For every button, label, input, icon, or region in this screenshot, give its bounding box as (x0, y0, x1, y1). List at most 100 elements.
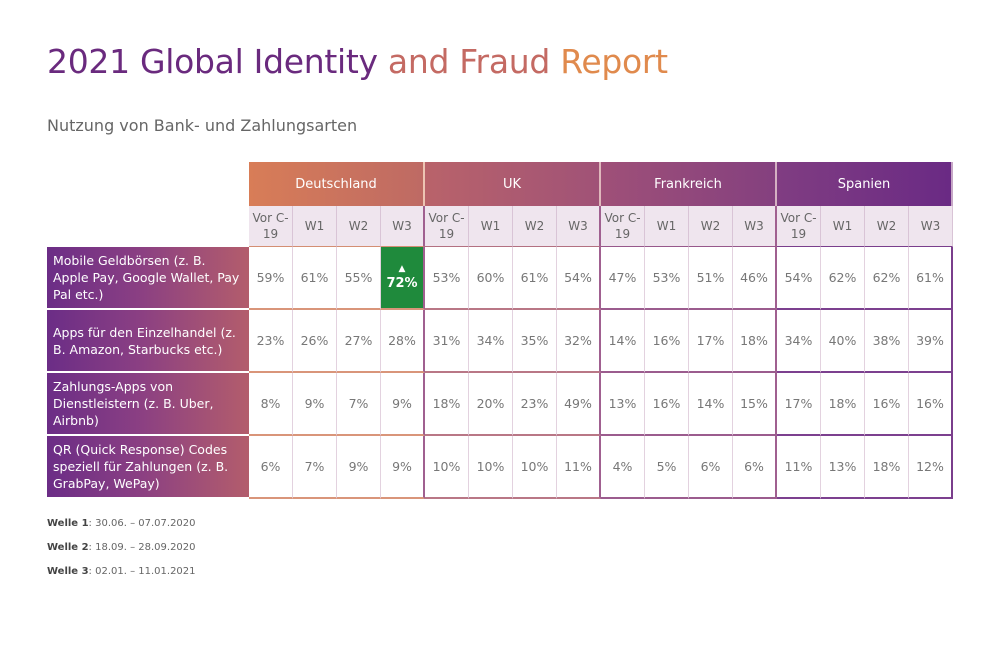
value-cell: 18% (733, 310, 777, 373)
wave-header: W2 (689, 206, 733, 247)
value-cell: 5% (645, 436, 689, 499)
country-header: Spanien (777, 162, 953, 206)
value-cell: 62% (821, 247, 865, 310)
wave-note-dates: : 30.06. – 07.07.2020 (88, 518, 196, 529)
wave-header: Vor C-19 (601, 206, 645, 247)
value-cell: 61% (293, 247, 337, 310)
highlighted-value: 72% (386, 276, 418, 291)
value-cell: 11% (557, 436, 601, 499)
wave-note-label: Welle 2 (47, 542, 89, 553)
value-cell: 18% (821, 373, 865, 436)
value-cell: 17% (689, 310, 733, 373)
title-part-2: and Fraud (387, 42, 561, 81)
row-label: Mobile Geldbörsen (z. B. Apple Pay, Goog… (47, 247, 249, 310)
wave-note: Welle 1: 30.06. – 07.07.2020 (47, 517, 196, 541)
value-cell: 4% (601, 436, 645, 499)
value-cell: 32% (557, 310, 601, 373)
value-cell: 15% (733, 373, 777, 436)
wave-header: Vor C-19 (425, 206, 469, 247)
value-cell: 23% (513, 373, 557, 436)
value-cell: 14% (601, 310, 645, 373)
value-cell: 13% (821, 436, 865, 499)
wave-header: W1 (821, 206, 865, 247)
page-title: 2021 Global Identity and Fraud Report (47, 42, 668, 81)
value-cell: 13% (601, 373, 645, 436)
wave-note-dates: : 02.01. – 11.01.2021 (88, 566, 196, 577)
row-label: Zahlungs-Apps von Dienstleistern (z. B. … (47, 373, 249, 436)
wave-header: W2 (337, 206, 381, 247)
value-cell: 17% (777, 373, 821, 436)
value-cell: 53% (425, 247, 469, 310)
value-cell: 10% (469, 436, 513, 499)
value-cell: 62% (865, 247, 909, 310)
page-subtitle: Nutzung von Bank- und Zahlungsarten (47, 116, 358, 135)
value-cell: 18% (425, 373, 469, 436)
value-cell: 46% (733, 247, 777, 310)
wave-notes: Welle 1: 30.06. – 07.07.2020 Welle 2: 18.… (47, 517, 196, 589)
wave-note-label: Welle 3 (47, 566, 89, 577)
wave-note: Welle 3: 02.01. – 11.01.2021 (47, 565, 196, 589)
value-cell: 23% (249, 310, 293, 373)
value-cell: 39% (909, 310, 953, 373)
wave-header: Vor C-19 (249, 206, 293, 247)
value-cell: 54% (777, 247, 821, 310)
highlighted-value-cell: ▲ 72% (381, 247, 425, 310)
value-cell: 12% (909, 436, 953, 499)
value-cell: 16% (645, 373, 689, 436)
value-cell: 20% (469, 373, 513, 436)
country-header: Deutschland (249, 162, 425, 206)
wave-header: W3 (909, 206, 953, 247)
wave-note-label: Welle 1 (47, 518, 89, 529)
value-cell: 51% (689, 247, 733, 310)
up-arrow-icon: ▲ (398, 264, 406, 274)
value-cell: 9% (293, 373, 337, 436)
value-cell: 11% (777, 436, 821, 499)
wave-note: Welle 2: 18.09. – 28.09.2020 (47, 541, 196, 565)
value-cell: 34% (469, 310, 513, 373)
value-cell: 38% (865, 310, 909, 373)
value-cell: 16% (645, 310, 689, 373)
table-corner-empty (47, 162, 249, 247)
value-cell: 7% (293, 436, 337, 499)
wave-header: W1 (293, 206, 337, 247)
wave-note-dates: : 18.09. – 28.09.2020 (88, 542, 196, 553)
value-cell: 31% (425, 310, 469, 373)
value-cell: 49% (557, 373, 601, 436)
value-cell: 61% (909, 247, 953, 310)
value-cell: 7% (337, 373, 381, 436)
value-cell: 9% (381, 373, 425, 436)
value-cell: 34% (777, 310, 821, 373)
country-header: Frankreich (601, 162, 777, 206)
value-cell: 26% (293, 310, 337, 373)
value-cell: 47% (601, 247, 645, 310)
value-cell: 28% (381, 310, 425, 373)
wave-header: W3 (381, 206, 425, 247)
value-cell: 54% (557, 247, 601, 310)
value-cell: 40% (821, 310, 865, 373)
value-cell: 16% (865, 373, 909, 436)
row-label: Apps für den Einzelhandel (z. B. Amazon,… (47, 310, 249, 373)
wave-header: W1 (469, 206, 513, 247)
value-cell: 61% (513, 247, 557, 310)
value-cell: 9% (381, 436, 425, 499)
value-cell: 8% (249, 373, 293, 436)
title-part-1: 2021 Global Identity (47, 42, 388, 81)
value-cell: 18% (865, 436, 909, 499)
value-cell: 55% (337, 247, 381, 310)
wave-header: Vor C-19 (777, 206, 821, 247)
value-cell: 10% (425, 436, 469, 499)
wave-header: W2 (865, 206, 909, 247)
value-cell: 6% (733, 436, 777, 499)
value-cell: 6% (249, 436, 293, 499)
value-cell: 14% (689, 373, 733, 436)
value-cell: 27% (337, 310, 381, 373)
country-header: UK (425, 162, 601, 206)
title-part-3: Report (560, 42, 668, 81)
value-cell: 10% (513, 436, 557, 499)
wave-header: W1 (645, 206, 689, 247)
row-label: QR (Quick Response) Codes speziell für Z… (47, 436, 249, 499)
usage-table: Deutschland UK Frankreich Spanien Vor C-19 W1… (47, 162, 953, 499)
wave-header: W3 (733, 206, 777, 247)
value-cell: 16% (909, 373, 953, 436)
value-cell: 35% (513, 310, 557, 373)
